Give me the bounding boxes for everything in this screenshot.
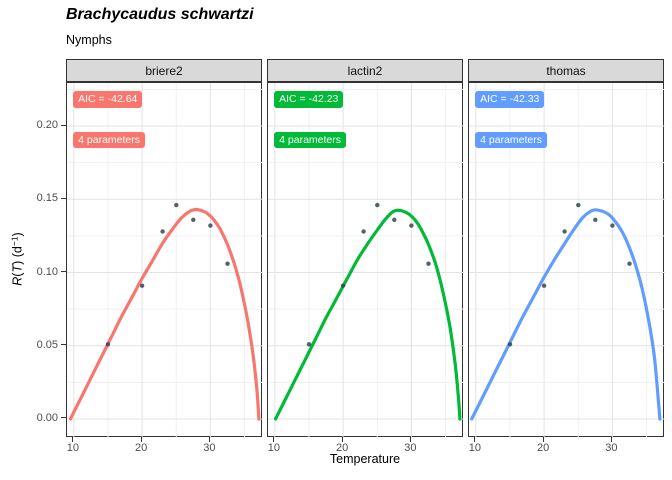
facet-strip-lactin2: lactin2 bbox=[267, 59, 463, 82]
y-tick-label: 0.20 bbox=[36, 119, 58, 132]
x-tick-mark bbox=[341, 437, 343, 442]
x-tick-label: 20 bbox=[134, 442, 148, 454]
facet-panel-briere2: AIC = -42.64 4 parameters bbox=[66, 82, 263, 438]
data-point bbox=[593, 217, 598, 222]
data-point bbox=[306, 342, 312, 347]
data-point bbox=[562, 229, 567, 234]
y-tick-mark bbox=[61, 124, 66, 126]
data-point bbox=[340, 283, 346, 288]
data-point bbox=[174, 202, 179, 208]
y-tick-label: 0.00 bbox=[36, 411, 58, 424]
facet-plot-briere2 bbox=[67, 83, 263, 438]
y-tick-mark bbox=[61, 197, 66, 199]
x-axis-title: Temperature bbox=[329, 452, 401, 466]
data-point bbox=[225, 261, 230, 266]
x-tick-label: 10 bbox=[468, 442, 481, 454]
data-point bbox=[191, 217, 196, 222]
data-point bbox=[610, 223, 615, 228]
y-axis-title-part: −1 bbox=[9, 236, 20, 247]
fitted-curve-thomas bbox=[470, 208, 662, 421]
facet-plot-lactin2 bbox=[268, 83, 464, 438]
y-tick-mark bbox=[61, 271, 66, 272]
x-tick-mark bbox=[409, 437, 411, 442]
y-tick-mark bbox=[61, 417, 66, 419]
data-point bbox=[105, 342, 111, 347]
facet-strip-label: briere2 bbox=[145, 63, 183, 78]
y-tick-label: 0.10 bbox=[36, 265, 58, 278]
aic-label-thomas: AIC = -42.33 bbox=[475, 91, 545, 109]
x-tick-mark bbox=[273, 437, 275, 442]
x-tick-label: 10 bbox=[66, 442, 79, 454]
y-tick-mark bbox=[61, 344, 66, 346]
data-point bbox=[541, 283, 547, 288]
facet-strip-label: lactin2 bbox=[347, 63, 383, 78]
fitted-curve-briere2 bbox=[68, 207, 261, 421]
data-point bbox=[375, 202, 380, 208]
data-point bbox=[507, 342, 513, 347]
plot-subtitle: Nymphs bbox=[66, 33, 112, 47]
x-tick-label: 20 bbox=[536, 442, 550, 454]
params-label-briere2: 4 parameters bbox=[73, 131, 146, 149]
x-tick-mark bbox=[474, 437, 476, 442]
facet-strip-thomas: thomas bbox=[468, 59, 664, 82]
x-tick-label: 20 bbox=[335, 442, 349, 454]
plot-title: Brachycaudus schwartzi bbox=[66, 6, 254, 23]
x-tick-mark bbox=[610, 437, 612, 442]
x-tick-label: 30 bbox=[203, 442, 216, 454]
data-point bbox=[627, 261, 632, 266]
y-axis-title-part: ( bbox=[10, 272, 25, 277]
x-tick-label: 10 bbox=[267, 442, 280, 454]
data-point bbox=[160, 229, 165, 234]
facet-panel-thomas: AIC = -42.33 4 parameters bbox=[468, 82, 665, 438]
y-axis-title-part: ) bbox=[10, 232, 25, 237]
facet-plot-thomas bbox=[469, 83, 665, 438]
y-axis-title: R(T) (d−1) bbox=[10, 232, 25, 285]
y-axis-title-part: R bbox=[10, 276, 25, 286]
data-point bbox=[576, 202, 581, 208]
facet-strip-label: thomas bbox=[546, 63, 586, 78]
data-point bbox=[426, 261, 431, 266]
aic-label-lactin2: AIC = -42.23 bbox=[274, 91, 344, 109]
x-tick-mark bbox=[140, 437, 142, 442]
aic-label-briere2: AIC = -42.64 bbox=[73, 91, 143, 109]
data-point bbox=[392, 217, 397, 222]
fitted-curve-lactin2 bbox=[273, 208, 462, 421]
y-tick-label: 0.15 bbox=[36, 192, 58, 205]
facet-panel-lactin2: AIC = -42.23 4 parameters bbox=[267, 82, 464, 438]
facet-strip-briere2: briere2 bbox=[66, 59, 262, 82]
data-point bbox=[361, 229, 366, 234]
x-tick-label: 30 bbox=[404, 442, 417, 454]
data-point bbox=[208, 223, 213, 228]
x-tick-mark bbox=[208, 437, 210, 442]
y-axis-title-part: T bbox=[10, 264, 25, 273]
params-label-thomas: 4 parameters bbox=[475, 131, 548, 149]
data-point bbox=[139, 283, 145, 288]
x-tick-mark bbox=[72, 437, 74, 442]
params-label-lactin2: 4 parameters bbox=[274, 131, 347, 149]
x-tick-mark bbox=[542, 437, 544, 442]
data-point bbox=[409, 223, 414, 228]
x-tick-label: 30 bbox=[605, 442, 618, 454]
y-tick-label: 0.05 bbox=[36, 338, 58, 351]
y-axis-title-part: ) (d bbox=[10, 246, 25, 265]
